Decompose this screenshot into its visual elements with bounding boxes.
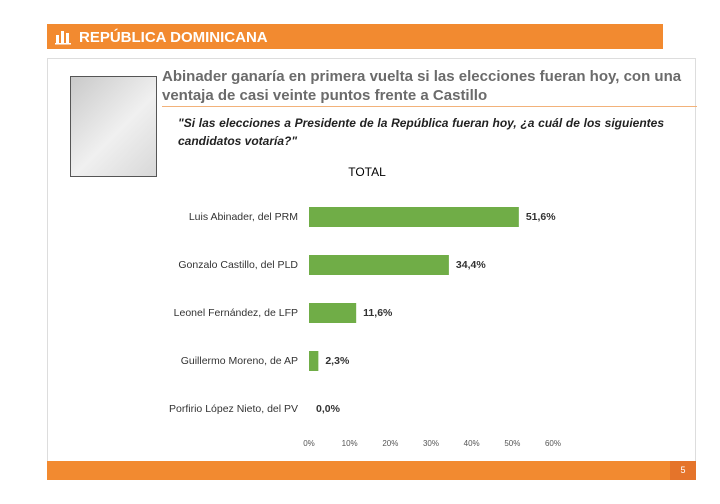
bar <box>309 303 357 323</box>
x-tick-label: 0% <box>303 439 315 448</box>
bar <box>309 255 449 275</box>
category-label: Gonzalo Castillo, del PLD <box>178 259 298 271</box>
category-label: Porfirio López Nieto, del PV <box>169 403 298 415</box>
chart-icon <box>55 31 71 45</box>
value-label: 2,3% <box>325 355 350 367</box>
header-title: REPÚBLICA DOMINICANA <box>79 29 268 46</box>
footer-bar <box>47 461 696 480</box>
headline: Abinader ganaría en primera vuelta si la… <box>162 68 682 104</box>
x-tick-label: 10% <box>342 439 358 448</box>
page-number: 5 <box>670 461 696 480</box>
value-label: 34,4% <box>456 259 486 271</box>
bar <box>309 207 519 227</box>
chart-title: TOTAL <box>348 165 386 179</box>
x-tick-label: 30% <box>423 439 439 448</box>
category-label: Guillermo Moreno, de AP <box>181 355 298 367</box>
ballot-photo <box>70 76 157 177</box>
x-tick-label: 60% <box>545 439 561 448</box>
value-label: 11,6% <box>363 307 393 319</box>
header-bar: REPÚBLICA DOMINICANA <box>47 24 663 49</box>
x-tick-label: 50% <box>504 439 520 448</box>
question: "Si las elecciones a Presidente de la Re… <box>178 116 664 148</box>
x-tick-label: 20% <box>382 439 398 448</box>
value-label: 0,0% <box>316 403 341 415</box>
bar <box>309 351 319 371</box>
category-label: Leonel Fernández, de LFP <box>174 307 298 319</box>
divider <box>162 106 697 107</box>
category-label: Luis Abinader, del PRM <box>189 211 298 223</box>
value-label: 51,6% <box>526 211 556 223</box>
x-tick-label: 40% <box>464 439 480 448</box>
